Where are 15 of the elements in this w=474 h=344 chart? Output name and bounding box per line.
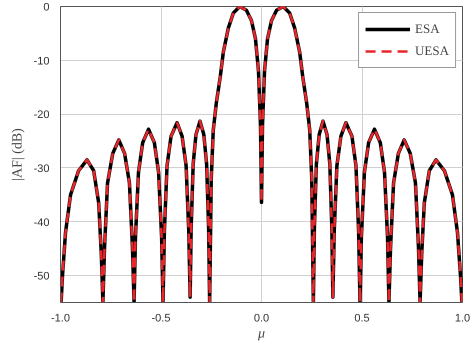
y-tick-label: -50 (34, 270, 50, 283)
x-axis-title: μ (256, 326, 266, 342)
x-tick-label: 0.5 (354, 312, 370, 324)
x-tick-label: -0.5 (152, 312, 170, 324)
x-tick-label: -1.0 (51, 312, 70, 324)
legend-label: UESA (415, 43, 449, 59)
y-axis-title: |AF| (dB) (10, 128, 26, 181)
y-tick-label: 0 (43, 2, 50, 14)
y-tick-label: -10 (34, 55, 50, 68)
x-tick-label: 1.0 (454, 312, 470, 324)
legend-label: ESA (415, 21, 440, 37)
y-tick-label: -40 (34, 216, 50, 229)
y-tick-label: -30 (34, 162, 50, 175)
x-tick-label: 0.0 (254, 312, 270, 324)
y-tick-label: -20 (34, 109, 50, 122)
